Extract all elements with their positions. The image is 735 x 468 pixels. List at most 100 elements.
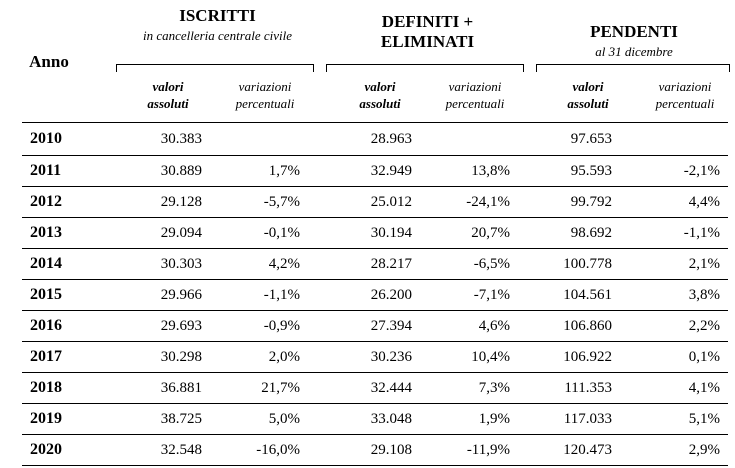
cell-iscritti-var: -5,7% — [263, 194, 300, 210]
cell-iscritti-var: 4,2% — [268, 256, 300, 272]
subheader-variazioni-percentuali: variazioni percentuali — [235, 79, 295, 111]
group-subtitle-iscritti: in cancelleria centrale civile — [142, 28, 293, 43]
cell-pendenti-var: -2,1% — [683, 163, 720, 179]
cell-anno: 2012 — [30, 193, 62, 210]
cell-iscritti-var: 1,7% — [268, 163, 300, 179]
group-title-definiti-eliminati: DEFINITI + ELIMINATI — [380, 12, 475, 51]
cell-pendenti-var: 2,9% — [688, 442, 720, 458]
group-bracket-pendenti — [536, 64, 730, 72]
cell-definiti: 32.949 — [370, 163, 412, 179]
cell-definiti-var: -6,5% — [473, 256, 510, 272]
cell-definiti-var: 13,8% — [471, 163, 510, 179]
cell-definiti-var: -7,1% — [473, 287, 510, 303]
cell-definiti-var: -11,9% — [466, 442, 510, 458]
cell-pendenti-var: 4,1% — [688, 380, 720, 396]
cell-definiti-var: 20,7% — [471, 225, 510, 241]
cell-definiti-var: -24,1% — [466, 194, 510, 210]
cell-pendenti: 120.473 — [563, 442, 612, 458]
cell-pendenti: 97.653 — [570, 131, 612, 147]
cell-pendenti: 117.033 — [563, 411, 612, 427]
cell-anno: 2010 — [30, 130, 62, 147]
cell-definiti-var: 10,4% — [471, 349, 510, 365]
cell-iscritti-var: -1,1% — [263, 287, 300, 303]
cell-iscritti: 29.693 — [160, 318, 202, 334]
cell-pendenti: 99.792 — [570, 194, 612, 210]
cell-anno: 2017 — [30, 348, 62, 365]
cell-iscritti: 29.094 — [160, 225, 202, 241]
group-title-iscritti: ISCRITTI — [179, 6, 256, 25]
cell-anno: 2019 — [30, 410, 62, 427]
cell-iscritti: 30.383 — [160, 131, 202, 147]
cell-pendenti-var: 2,1% — [688, 256, 720, 272]
table-rule — [22, 403, 728, 404]
subheader-variazioni-percentuali: variazioni percentuali — [445, 79, 505, 111]
cell-pendenti: 98.692 — [570, 225, 612, 241]
cell-iscritti: 38.725 — [160, 411, 202, 427]
cell-pendenti-var: 2,2% — [688, 318, 720, 334]
cell-iscritti: 29.128 — [160, 194, 202, 210]
table-rule — [22, 155, 728, 156]
group-subtitle-pendenti: al 31 dicembre — [595, 44, 673, 59]
cell-pendenti: 106.922 — [563, 349, 612, 365]
cell-definiti: 28.963 — [370, 131, 412, 147]
cell-iscritti-var: -0,1% — [263, 225, 300, 241]
cell-pendenti-var: 5,1% — [688, 411, 720, 427]
subheader-valori-assoluti: valori assoluti — [359, 79, 401, 111]
column-header-anno: Anno — [29, 52, 69, 71]
group-bracket-iscritti — [116, 64, 314, 72]
cell-pendenti-var: 0,1% — [688, 349, 720, 365]
cell-iscritti: 29.966 — [160, 287, 202, 303]
cell-pendenti: 95.593 — [570, 163, 612, 179]
cell-anno: 2020 — [30, 441, 62, 458]
cell-definiti-var: 1,9% — [478, 411, 510, 427]
group-title-pendenti: PENDENTI — [590, 22, 678, 41]
cell-definiti: 28.217 — [370, 256, 412, 272]
cell-pendenti: 104.561 — [563, 287, 612, 303]
cell-definiti: 30.194 — [370, 225, 412, 241]
cell-iscritti-var: -0,9% — [263, 318, 300, 334]
cell-iscritti: 30.298 — [160, 349, 202, 365]
cell-pendenti-var: -1,1% — [683, 225, 720, 241]
cell-anno: 2016 — [30, 317, 62, 334]
cell-anno: 2013 — [30, 224, 62, 241]
cell-definiti: 29.108 — [370, 442, 412, 458]
subheader-valori-assoluti: valori assoluti — [567, 79, 609, 111]
cell-definiti-var: 7,3% — [478, 380, 510, 396]
cell-definiti: 27.394 — [370, 318, 412, 334]
table-rule — [22, 279, 728, 280]
subheader-valori-assoluti: valori assoluti — [147, 79, 189, 111]
cell-iscritti: 32.548 — [160, 442, 202, 458]
table-rule — [22, 372, 728, 373]
cell-definiti: 30.236 — [370, 349, 412, 365]
table-rule — [22, 341, 728, 342]
table-rule — [22, 434, 728, 435]
cell-definiti: 32.444 — [370, 380, 412, 396]
cell-definiti: 26.200 — [370, 287, 412, 303]
cell-iscritti: 36.881 — [160, 380, 202, 396]
cell-anno: 2015 — [30, 286, 62, 303]
cell-iscritti-var: -16,0% — [256, 442, 300, 458]
cell-definiti-var: 4,6% — [478, 318, 510, 334]
table-rule — [22, 217, 728, 218]
cell-definiti: 25.012 — [370, 194, 412, 210]
cell-pendenti-var: 3,8% — [688, 287, 720, 303]
cell-pendenti: 111.353 — [564, 380, 612, 396]
cell-anno: 2011 — [30, 162, 62, 179]
cell-pendenti: 106.860 — [563, 318, 612, 334]
cell-iscritti: 30.303 — [160, 256, 202, 272]
cell-iscritti: 30.889 — [160, 163, 202, 179]
table-rule — [22, 186, 728, 187]
cell-iscritti-var: 5,0% — [268, 411, 300, 427]
table-rule — [22, 310, 728, 311]
cell-pendenti: 100.778 — [563, 256, 612, 272]
cell-iscritti-var: 21,7% — [261, 380, 300, 396]
subheader-variazioni-percentuali: variazioni percentuali — [655, 79, 715, 111]
table-rule — [22, 465, 728, 466]
cell-pendenti-var: 4,4% — [688, 194, 720, 210]
group-bracket-definiti — [326, 64, 524, 72]
cell-anno: 2018 — [30, 379, 62, 396]
table-rule — [22, 122, 728, 123]
cell-definiti: 33.048 — [370, 411, 412, 427]
cell-iscritti-var: 2,0% — [268, 349, 300, 365]
table-rule — [22, 248, 728, 249]
